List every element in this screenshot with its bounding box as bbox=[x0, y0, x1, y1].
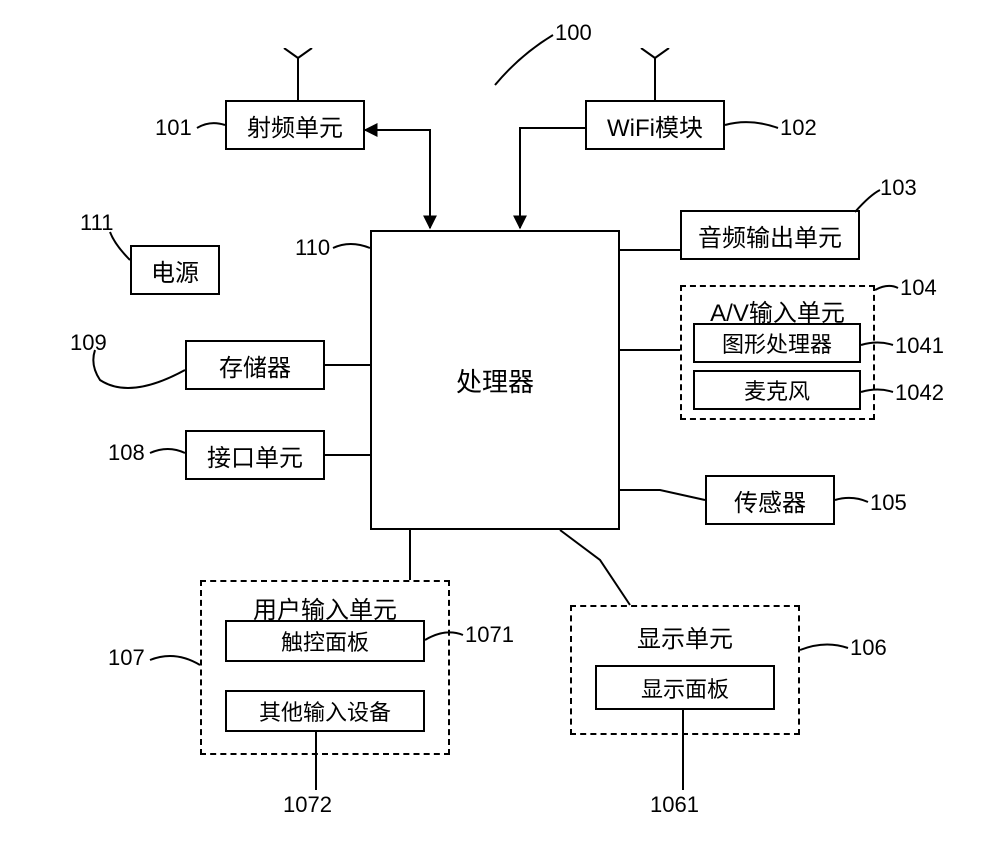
memory-label: 存储器 bbox=[219, 348, 291, 383]
ref-1061: 1061 bbox=[650, 792, 699, 818]
mic-block: 麦克风 bbox=[693, 370, 861, 410]
other-input-block: 其他输入设备 bbox=[225, 690, 425, 732]
ref-100: 100 bbox=[555, 20, 592, 46]
antenna-rf-icon bbox=[278, 48, 318, 102]
sensor-label: 传感器 bbox=[734, 483, 806, 518]
ref-103: 103 bbox=[880, 175, 917, 201]
ref-1071: 1071 bbox=[465, 622, 514, 648]
antenna-wifi-icon bbox=[635, 48, 675, 102]
rf-unit-block: 射频单元 bbox=[225, 100, 365, 150]
ref-111: 111 bbox=[80, 210, 113, 236]
power-block: 电源 bbox=[130, 245, 220, 295]
ref-104: 104 bbox=[900, 275, 937, 301]
display-panel-label: 显示面板 bbox=[641, 672, 729, 704]
memory-block: 存储器 bbox=[185, 340, 325, 390]
ref-107: 107 bbox=[108, 645, 145, 671]
rf-unit-label: 射频单元 bbox=[247, 108, 343, 143]
audio-output-label: 音频输出单元 bbox=[698, 218, 842, 253]
power-label: 电源 bbox=[151, 253, 199, 288]
ref-1042: 1042 bbox=[895, 380, 944, 406]
ref-1072: 1072 bbox=[283, 792, 332, 818]
ref-101: 101 bbox=[155, 115, 192, 141]
wifi-label: WiFi模块 bbox=[607, 108, 703, 143]
ref-102: 102 bbox=[780, 115, 817, 141]
sensor-block: 传感器 bbox=[705, 475, 835, 525]
diagram-canvas: 处理器 射频单元 WiFi模块 音频输出单元 A/V输入单元 图形处理器 麦克风… bbox=[0, 0, 1000, 844]
ref-106: 106 bbox=[850, 635, 887, 661]
gpu-label: 图形处理器 bbox=[722, 327, 832, 359]
wifi-block: WiFi模块 bbox=[585, 100, 725, 150]
interface-label: 接口单元 bbox=[207, 438, 303, 473]
mic-label: 麦克风 bbox=[744, 374, 810, 406]
ref-1041: 1041 bbox=[895, 333, 944, 359]
audio-output-block: 音频输出单元 bbox=[680, 210, 860, 260]
ref-109: 109 bbox=[70, 330, 107, 356]
touch-panel-block: 触控面板 bbox=[225, 620, 425, 662]
display-unit-label: 显示单元 bbox=[572, 619, 798, 654]
ref-105: 105 bbox=[870, 490, 907, 516]
interface-block: 接口单元 bbox=[185, 430, 325, 480]
display-panel-block: 显示面板 bbox=[595, 665, 775, 710]
other-input-label: 其他输入设备 bbox=[259, 695, 391, 727]
ref-108: 108 bbox=[108, 440, 145, 466]
processor-label: 处理器 bbox=[456, 362, 534, 399]
processor-block: 处理器 bbox=[370, 230, 620, 530]
touch-panel-label: 触控面板 bbox=[281, 625, 369, 657]
gpu-block: 图形处理器 bbox=[693, 323, 861, 363]
ref-110: 110 bbox=[295, 235, 330, 261]
